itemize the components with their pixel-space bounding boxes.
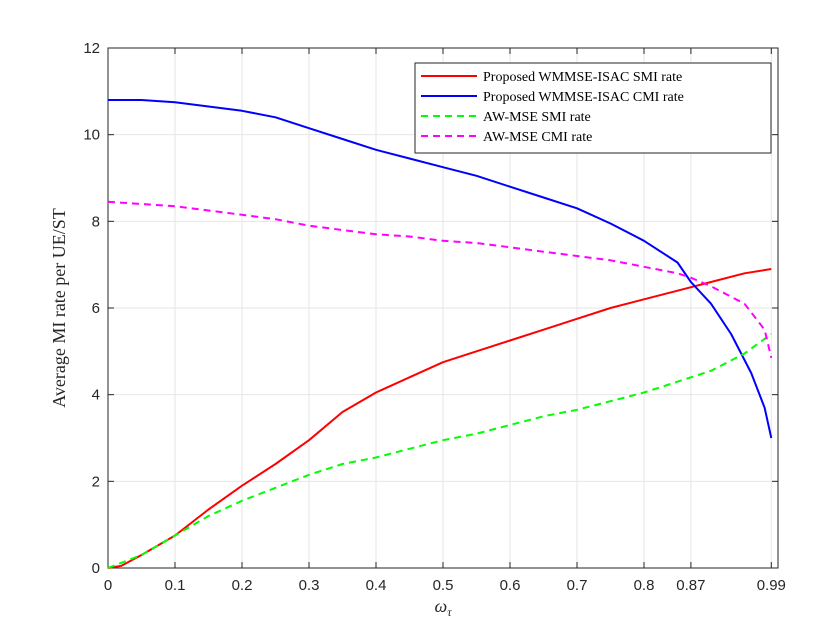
x-tick-label: 0.7: [567, 577, 588, 594]
x-axis-title-symbol: ω: [434, 596, 447, 616]
series-line-proposed-wmmse-isac-smi-rate: [107, 268, 772, 569]
y-axis-title: Average MI rate per UE/ST: [49, 208, 69, 408]
y-tick-label: 10: [83, 127, 100, 144]
legend-label: AW-MSE CMI rate: [483, 130, 592, 145]
y-tick-label: 4: [92, 387, 100, 404]
series-line-aw-mse-cmi-rate: [107, 200, 773, 359]
x-tick-label: 0.3: [299, 577, 320, 594]
y-tick-label: 0: [92, 560, 100, 577]
x-tick-label: 0.8: [634, 577, 655, 594]
x-tick-label: 0.6: [500, 577, 521, 594]
x-tick-label: 0.1: [165, 577, 186, 594]
legend-label: Proposed WMMSE-ISAC SMI rate: [483, 70, 682, 85]
legend-label: Proposed WMMSE-ISAC CMI rate: [483, 90, 684, 105]
y-tick-label: 6: [92, 300, 100, 317]
y-tick-label: 2: [92, 473, 100, 490]
axis-ticks: 0 0.1 0.2 0.3 0.4 0.5 0.6 0.7 0.8 0.87 0.99 0 2 4 6 8 10…: [83, 40, 786, 594]
series-line-aw-mse-smi-rate: [107, 333, 772, 569]
legend-label: AW-MSE SMI rate: [483, 110, 591, 125]
x-tick-label: 0: [104, 577, 112, 594]
series-line-proposed-wmmse-isac-cmi-rate: [108, 99, 773, 439]
y-tick-label: 12: [83, 40, 100, 57]
x-tick-label: 0.5: [433, 577, 454, 594]
x-tick-label: 0.99: [757, 577, 786, 594]
legend-box: [414, 62, 772, 154]
x-tick-label: 0.4: [366, 577, 387, 594]
axis-titles: ωτ Average MI rate per UE/ST: [49, 208, 452, 619]
x-tick-label: 0.2: [232, 577, 253, 594]
y-tick-label: 8: [92, 213, 100, 230]
legend: Proposed WMMSE-ISAC SMI rate Proposed WMM…: [414, 62, 772, 154]
x-axis-title-subscript: τ: [447, 605, 452, 619]
data-series: [107, 99, 773, 569]
x-tick-label: 0.87: [676, 577, 705, 594]
x-axis-title: ωτ: [434, 596, 452, 619]
